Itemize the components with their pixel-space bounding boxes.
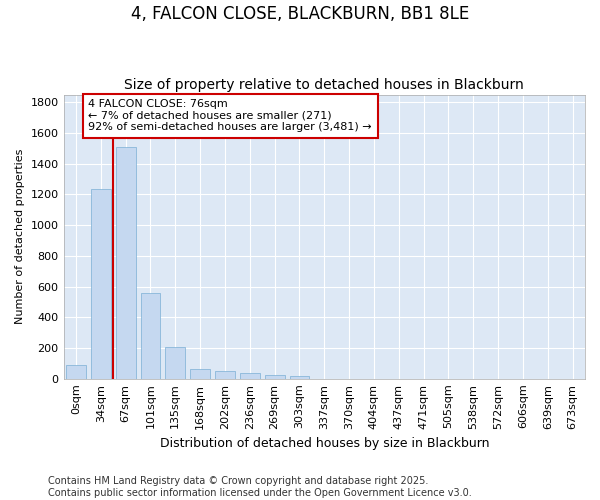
Bar [190, 369, 210, 379]
Bar [140, 293, 160, 379]
Text: Contains HM Land Registry data © Crown copyright and database right 2025.
Contai: Contains HM Land Registry data © Crown c… [48, 476, 472, 498]
Bar [91, 189, 111, 379]
X-axis label: Distribution of detached houses by size in Blackburn: Distribution of detached houses by size … [160, 437, 489, 450]
Bar [66, 365, 86, 379]
Title: Size of property relative to detached houses in Blackburn: Size of property relative to detached ho… [124, 78, 524, 92]
Bar [215, 372, 235, 379]
Bar [116, 147, 136, 379]
Bar [265, 374, 284, 379]
Bar [290, 376, 310, 379]
Bar [240, 373, 260, 379]
Text: 4, FALCON CLOSE, BLACKBURN, BB1 8LE: 4, FALCON CLOSE, BLACKBURN, BB1 8LE [131, 5, 469, 23]
Text: 4 FALCON CLOSE: 76sqm
← 7% of detached houses are smaller (271)
92% of semi-deta: 4 FALCON CLOSE: 76sqm ← 7% of detached h… [88, 99, 372, 132]
Y-axis label: Number of detached properties: Number of detached properties [15, 149, 25, 324]
Bar [166, 346, 185, 379]
